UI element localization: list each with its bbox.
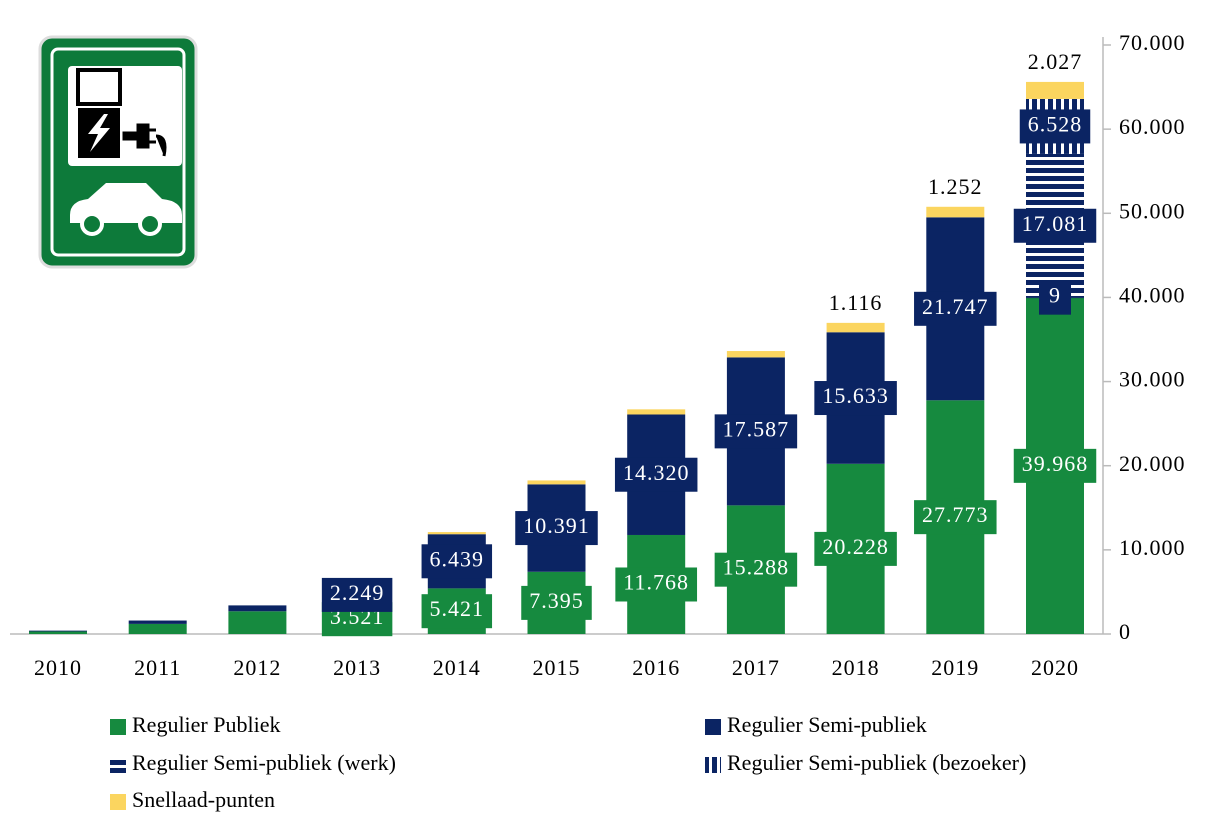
bar-segment xyxy=(29,630,87,632)
legend-swatch xyxy=(705,757,721,773)
value-label: 17.587 xyxy=(723,416,790,441)
x-tick-label: 2016 xyxy=(632,655,680,680)
value-label-bg xyxy=(521,585,592,620)
value-label: 11.768 xyxy=(623,570,689,595)
y-tick-label: 50.000 xyxy=(1119,198,1186,223)
legend-swatch xyxy=(110,719,126,735)
y-tick-label: 60.000 xyxy=(1119,114,1186,139)
value-label-bg xyxy=(714,414,798,449)
y-tick-label: 10.000 xyxy=(1119,535,1186,560)
bar-segment xyxy=(29,631,87,634)
value-label: 10.391 xyxy=(523,513,590,538)
legend-label: Regulier Publiek xyxy=(132,712,280,737)
legend-label: Snellaad-punten xyxy=(132,787,275,812)
legend-label: Regulier Semi-publiek xyxy=(727,712,927,737)
x-tick-label: 2019 xyxy=(931,655,979,680)
value-label-bg xyxy=(421,544,493,579)
x-tick-label: 2013 xyxy=(333,655,381,680)
x-tick-label: 2017 xyxy=(732,655,780,680)
legend-swatch xyxy=(110,757,126,773)
bar-segment xyxy=(128,623,187,634)
value-label: 1.252 xyxy=(928,174,983,199)
bar-segment xyxy=(527,480,586,485)
value-label: 2.249 xyxy=(330,580,385,605)
value-label: 14.320 xyxy=(623,460,690,485)
bar-segment xyxy=(228,611,287,634)
x-tick-label: 2018 xyxy=(832,655,880,680)
y-tick-label: 30.000 xyxy=(1119,367,1186,392)
value-label: 5.421 xyxy=(430,596,485,621)
value-label-bg xyxy=(615,567,698,602)
value-label: 1.116 xyxy=(829,290,883,315)
legend-swatch xyxy=(705,719,721,735)
value-label: 7.395 xyxy=(529,588,584,613)
y-tick-label: 70.000 xyxy=(1119,30,1186,55)
value-label: 17.081 xyxy=(1022,211,1089,236)
value-label-bg xyxy=(1013,208,1097,243)
y-tick-label: 40.000 xyxy=(1119,282,1186,307)
value-label: 21.747 xyxy=(922,294,989,319)
bar-segment xyxy=(1026,81,1084,99)
x-tick-label: 2020 xyxy=(1031,655,1079,680)
bar-segment xyxy=(427,532,486,535)
legend-label: Regulier Semi-publiek (bezoeker) xyxy=(727,750,1026,775)
value-label-bg xyxy=(421,594,493,629)
bar-segment xyxy=(627,409,686,415)
y-tick-label: 20.000 xyxy=(1119,451,1186,476)
value-label: 6.439 xyxy=(430,546,485,571)
value-label-bg xyxy=(714,552,798,587)
value-label-bg xyxy=(814,531,897,566)
value-label: 20.228 xyxy=(822,534,889,559)
value-label-bg xyxy=(321,577,393,612)
x-tick-label: 2014 xyxy=(433,655,481,680)
value-label: 15.288 xyxy=(723,555,790,580)
value-label: 6.528 xyxy=(1028,111,1083,136)
value-label-bg xyxy=(614,457,698,492)
value-label-bg xyxy=(1019,109,1091,144)
bar-segment xyxy=(128,620,187,624)
legend-swatch xyxy=(110,794,126,810)
bar-segment xyxy=(726,351,785,358)
value-label: 15.633 xyxy=(822,383,889,408)
value-label: 27.773 xyxy=(922,502,989,527)
x-tick-label: 2011 xyxy=(134,655,181,680)
ev-sign xyxy=(38,35,198,269)
x-tick-label: 2012 xyxy=(233,655,281,680)
y-tick-label: 0 xyxy=(1119,619,1131,644)
legend-label: Regulier Semi-publiek (werk) xyxy=(132,750,396,775)
value-label-bg xyxy=(1039,280,1071,315)
x-tick-label: 2010 xyxy=(34,655,82,680)
x-tick-label: 2015 xyxy=(533,655,581,680)
value-label-bg xyxy=(515,511,598,546)
value-label-bg xyxy=(914,500,997,535)
value-label-bg xyxy=(1013,448,1097,483)
value-label: 2.027 xyxy=(1028,49,1083,74)
value-label: 39.968 xyxy=(1022,451,1089,476)
value-label: 9 xyxy=(1049,283,1061,308)
bar-segment xyxy=(826,322,885,333)
value-label-bg xyxy=(914,291,997,326)
bar-segment xyxy=(926,206,985,218)
value-label-bg xyxy=(814,381,897,416)
bar-segment xyxy=(228,605,287,612)
